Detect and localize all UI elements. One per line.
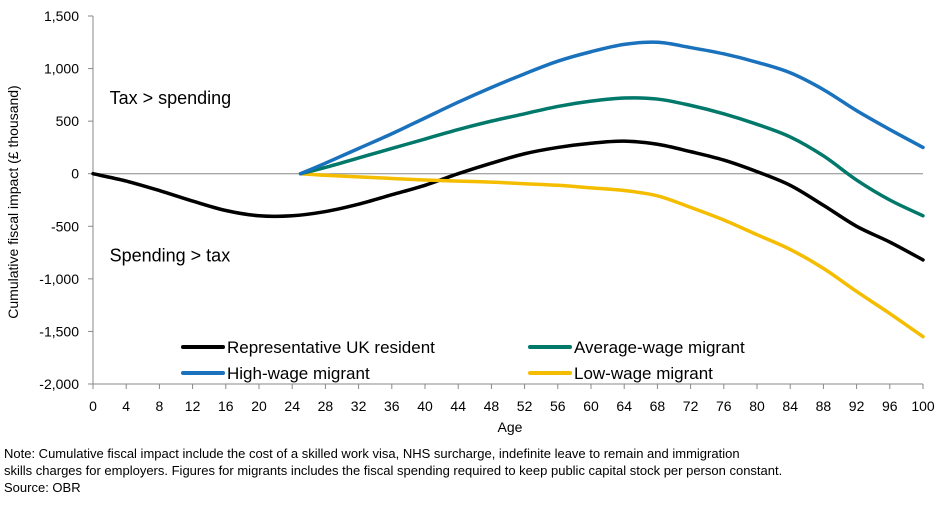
series-line-low-wage-migrant <box>298 171 925 339</box>
x-tick-label: 96 <box>882 398 898 414</box>
y-tick-label: -1,500 <box>39 323 79 339</box>
legend-label-high-wage-migrant: High-wage migrant <box>227 364 370 383</box>
legend-label-low-wage-migrant: Low-wage migrant <box>574 364 713 383</box>
x-tick-label: 88 <box>816 398 832 414</box>
series-line-average-wage-migrant <box>298 96 925 218</box>
x-tick-label: 80 <box>749 398 765 414</box>
source-line: Source: OBR <box>4 480 81 495</box>
y-axis: 1,500 1,000 500 0 -500 -1,000 -1,500 -2,000 <box>39 8 94 392</box>
x-tick-label: 20 <box>251 398 267 414</box>
y-tick-label: 0 <box>71 166 79 182</box>
x-tick-label: 64 <box>616 398 632 414</box>
legend-label-average-wage-migrant: Average-wage migrant <box>574 338 745 357</box>
y-axis-title: Cumulative fiscal impact (£ thousand) <box>5 85 21 318</box>
x-tick-label: 76 <box>716 398 732 414</box>
annotation-tax-gt-spending: Tax > spending <box>110 88 232 108</box>
x-tick-label: 24 <box>284 398 300 414</box>
annotation-spending-gt-tax: Spending > tax <box>110 246 231 266</box>
x-tick-label: 12 <box>185 398 201 414</box>
annotation-layer: Tax > spending Spending > tax <box>110 88 232 266</box>
x-tick-label: 0 <box>89 398 97 414</box>
x-tick-label: 28 <box>318 398 334 414</box>
x-tick-label: 40 <box>417 398 433 414</box>
chart-note: Note: Cumulative fiscal impact include t… <box>4 445 942 496</box>
x-tick-label: 92 <box>849 398 865 414</box>
series-layer <box>91 40 925 339</box>
x-axis: 0 4 8 12 16 20 24 28 32 36 40 44 48 52 56 60 64 68 72 76 80 8… <box>89 173 935 414</box>
x-tick-label: 4 <box>122 398 130 414</box>
legend: Representative UK resident Average-wage m… <box>181 338 745 383</box>
x-tick-label: 60 <box>583 398 599 414</box>
x-tick-label: 48 <box>484 398 500 414</box>
y-tick-label: 500 <box>56 113 80 129</box>
x-tick-label: 52 <box>517 398 533 414</box>
y-tick-label: 1,500 <box>44 8 79 24</box>
x-tick-label: 8 <box>156 398 164 414</box>
x-tick-label: 72 <box>683 398 699 414</box>
y-tick-label: -2,000 <box>39 376 79 392</box>
x-tick-label: 36 <box>384 398 400 414</box>
x-tick-label: 16 <box>218 398 234 414</box>
y-tick-label: -1,000 <box>39 271 79 287</box>
x-axis-title: Age <box>498 419 523 435</box>
x-tick-label: 100 <box>911 398 935 414</box>
series-line-representative-uk-resident <box>91 139 925 262</box>
x-tick-label: 32 <box>351 398 367 414</box>
y-tick-label: -500 <box>51 218 79 234</box>
y-tick-label: 1,000 <box>44 61 79 77</box>
note-line-1: Note: Cumulative fiscal impact include t… <box>4 446 740 461</box>
note-line-2: skills charges for employers. Figures fo… <box>4 463 783 478</box>
legend-label-representative-uk-resident: Representative UK resident <box>227 338 435 357</box>
x-tick-label: 84 <box>782 398 798 414</box>
x-tick-label: 44 <box>450 398 466 414</box>
x-tick-label: 68 <box>650 398 666 414</box>
series-line-high-wage-migrant <box>298 40 925 176</box>
x-tick-label: 56 <box>550 398 566 414</box>
